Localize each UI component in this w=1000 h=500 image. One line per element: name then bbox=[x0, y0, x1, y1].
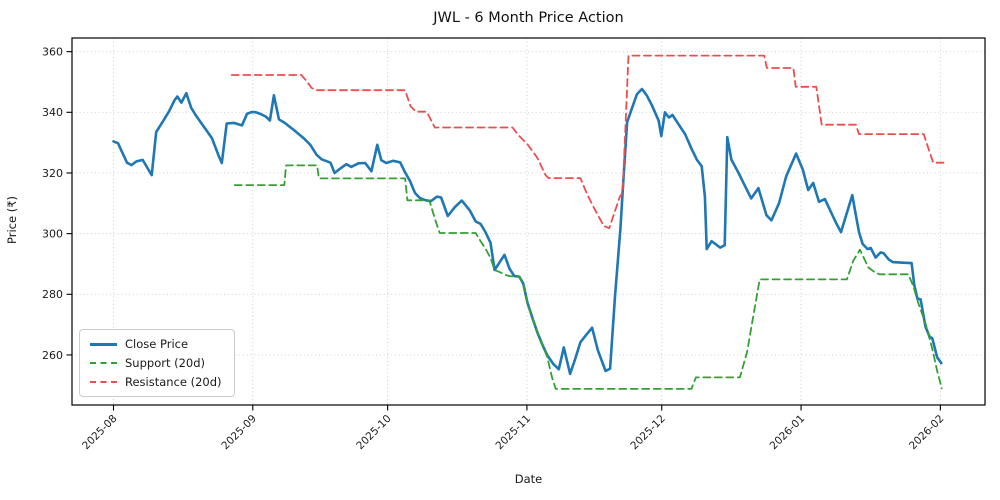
y-tick-label: 320 bbox=[42, 167, 63, 180]
y-tick-label: 360 bbox=[42, 45, 63, 58]
legend-swatch-support bbox=[90, 362, 117, 364]
y-tick-label: 280 bbox=[42, 288, 63, 301]
legend-swatch-resistance bbox=[90, 381, 117, 383]
x-axis-label: Date bbox=[514, 472, 543, 486]
legend-item-close: Close Price bbox=[90, 337, 222, 351]
legend-item-resistance: Resistance (20d) bbox=[90, 375, 222, 389]
legend-item-support: Support (20d) bbox=[90, 356, 222, 370]
legend: Close Price Support (20d) Resistance (20… bbox=[79, 329, 235, 397]
chart-title: JWL - 6 Month Price Action bbox=[433, 10, 624, 26]
y-tick-label: 260 bbox=[42, 349, 63, 362]
legend-label-support: Support (20d) bbox=[125, 356, 206, 370]
legend-label-close-price: Close Price bbox=[125, 337, 189, 351]
y-axis-label: Price (₹) bbox=[5, 196, 19, 244]
legend-swatch-close-price bbox=[90, 342, 117, 346]
y-tick-label: 300 bbox=[42, 227, 63, 240]
resistance-line bbox=[230, 54, 945, 230]
support-line bbox=[233, 164, 943, 390]
legend-label-resistance: Resistance (20d) bbox=[125, 375, 222, 389]
y-tick-label: 340 bbox=[42, 106, 63, 119]
plot-frame bbox=[71, 37, 986, 406]
y-axis-label-wrap: Price (₹) bbox=[4, 120, 20, 320]
